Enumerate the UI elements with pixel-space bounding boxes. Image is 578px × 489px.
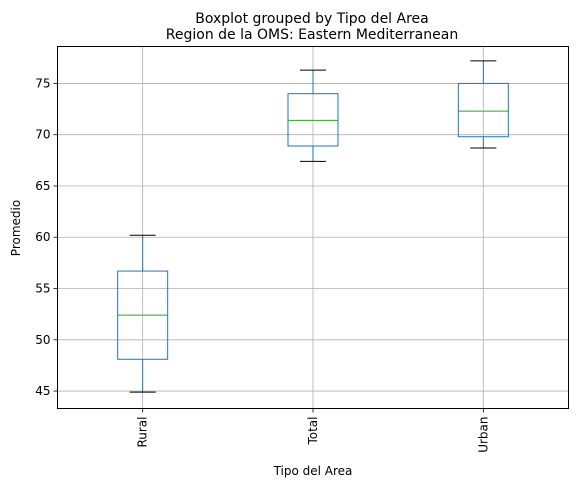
y-tick-label: 45 [35, 384, 50, 398]
iqr-box [457, 82, 509, 138]
box-urban [457, 60, 509, 149]
x-axis-label: Tipo del Area [273, 464, 353, 478]
y-tick-label: 65 [35, 179, 50, 193]
box-rural [117, 234, 169, 393]
iqr-box [287, 93, 339, 147]
chart-title: Region de la OMS: Eastern Mediterranean [166, 27, 458, 43]
y-tick-label: 70 [35, 128, 50, 142]
x-tick-label-rural: Rural [136, 417, 150, 448]
y-tick-label: 55 [35, 282, 50, 296]
box-total [287, 69, 339, 162]
grid-lines [57, 46, 569, 409]
y-axis-ticks: 45 50 55 60 65 70 75 [35, 76, 58, 398]
y-tick-label: 50 [35, 333, 50, 347]
y-tick-label: 60 [35, 230, 50, 244]
x-axis-ticks: Rural Total Urban [136, 408, 490, 453]
boxes [117, 60, 509, 393]
y-tick-label: 75 [35, 76, 50, 90]
x-tick-label-urban: Urban [476, 417, 490, 453]
y-axis-label: Promedio [9, 200, 23, 256]
chart-suptitle: Boxplot grouped by Tipo del Area [195, 11, 429, 27]
x-tick-label-total: Total [306, 417, 320, 446]
